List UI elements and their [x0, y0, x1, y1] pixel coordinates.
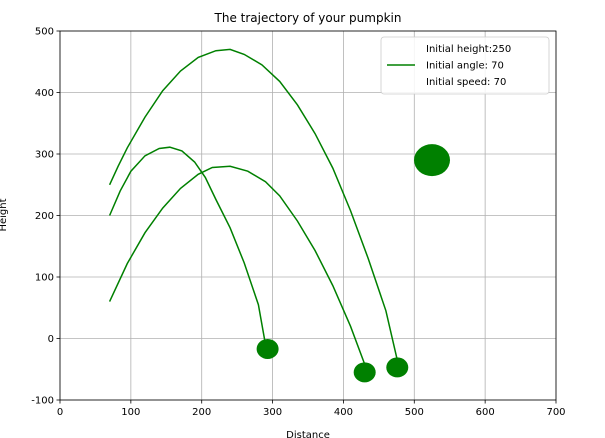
x-tick-label: 300 — [263, 407, 282, 418]
trajectory-line-3 — [108, 165, 367, 369]
y-axis-ticks: -100 0 100 200 300 400 500 — [31, 27, 60, 407]
legend-entry: Initial angle: 70 — [426, 61, 504, 72]
pumpkin-marker-4 — [414, 144, 450, 177]
legend-entry: Initial speed: 70 — [426, 77, 506, 88]
x-tick-label: 600 — [476, 407, 495, 418]
x-tick-label: 100 — [121, 407, 140, 418]
legend-entry: Initial height:250 — [426, 44, 511, 55]
x-tick-label: 0 — [57, 407, 63, 418]
pumpkin-marker-2 — [353, 362, 376, 383]
y-axis-label: Height — [0, 198, 9, 231]
y-tick-label: 400 — [35, 88, 54, 99]
trajectory-line-1 — [108, 48, 400, 367]
trajectory-line-2 — [108, 146, 267, 345]
x-tick-label: 200 — [192, 407, 211, 418]
y-tick-label: 200 — [35, 211, 54, 222]
x-axis-label: Distance — [286, 430, 330, 438]
y-tick-label: 300 — [35, 150, 54, 161]
y-tick-label: -100 — [31, 396, 54, 407]
x-tick-label: 700 — [546, 407, 565, 418]
legend-box — [380, 36, 550, 95]
plot-area — [108, 48, 450, 383]
x-tick-label: 500 — [405, 407, 424, 418]
y-tick-label: 0 — [48, 334, 54, 345]
legend: Initial height:250 Initial angle: 70 Initi… — [380, 36, 550, 95]
pumpkin-marker-1 — [256, 338, 279, 359]
pumpkin-marker-3 — [386, 357, 409, 378]
y-tick-label: 500 — [35, 27, 54, 38]
x-axis-ticks: 0 100 200 300 400 500 600 700 — [57, 400, 566, 418]
chart-title: The trajectory of your pumpkin — [214, 11, 402, 25]
y-tick-label: 100 — [35, 273, 54, 284]
x-tick-label: 400 — [334, 407, 353, 418]
